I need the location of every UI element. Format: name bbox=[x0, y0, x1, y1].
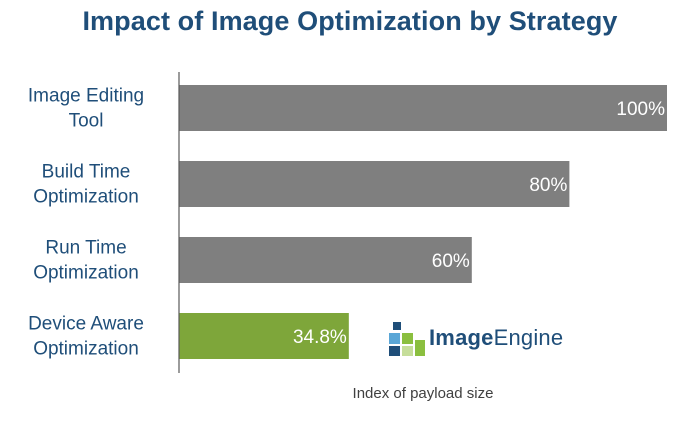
logo-square-light-blue bbox=[389, 333, 400, 344]
bar-2 bbox=[179, 237, 472, 283]
bar-value-label-1: 80% bbox=[529, 175, 567, 196]
x-axis-label: Index of payload size bbox=[353, 385, 494, 402]
image-engine-logo: ImageEngine bbox=[389, 320, 563, 356]
category-label-0-line-1: Tool bbox=[69, 111, 104, 132]
category-label-1-line-1: Optimization bbox=[33, 187, 139, 208]
category-labels-layer: Image Editing Tool Build Time Optimization R… bbox=[28, 86, 144, 360]
category-label-1-line-0: Build Time bbox=[42, 162, 131, 183]
logo-square-green bbox=[402, 333, 413, 344]
bar-value-label-2: 60% bbox=[432, 251, 470, 272]
logo-square-dark-blue bbox=[393, 322, 401, 330]
category-label-3-line-1: Optimization bbox=[33, 339, 139, 360]
category-label-2-line-0: Run Time bbox=[45, 238, 126, 259]
logo-wordmark: ImageEngine bbox=[429, 325, 563, 351]
image-engine-logo-mark-icon bbox=[389, 320, 425, 356]
logo-square-light-green bbox=[402, 346, 413, 356]
logo-word-engine: Engine bbox=[493, 325, 564, 350]
logo-square-blue-bottom bbox=[389, 346, 400, 356]
bar-1 bbox=[179, 161, 570, 207]
category-label-0-line-0: Image Editing bbox=[28, 86, 144, 107]
bars-layer: 100% 80% 60% 34.8% bbox=[179, 85, 667, 359]
category-label-2-line-1: Optimization bbox=[33, 263, 139, 284]
bar-value-label-0: 100% bbox=[616, 99, 665, 120]
logo-word-image: Image bbox=[429, 325, 494, 350]
bar-3 bbox=[179, 313, 349, 359]
logo-square-green-right bbox=[415, 340, 425, 356]
category-label-3-line-0: Device Aware bbox=[28, 314, 144, 335]
bar-value-label-3: 34.8% bbox=[293, 327, 347, 348]
chart-title: Impact of Image Optimization by Strategy bbox=[82, 6, 618, 36]
bar-0 bbox=[179, 85, 667, 131]
